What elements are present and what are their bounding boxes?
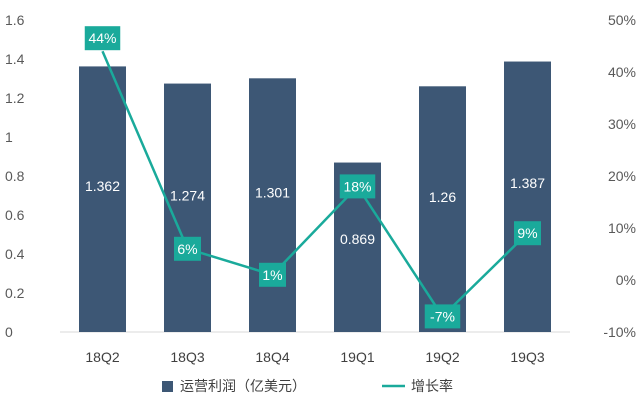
- right-tick-label: 30%: [608, 116, 636, 132]
- line-data-label: 44%: [84, 26, 121, 51]
- line-data-label-text: 1%: [262, 267, 282, 283]
- left-tick-label: 0.8: [5, 168, 25, 184]
- line-data-label: 9%: [514, 221, 541, 246]
- line-data-label: 6%: [174, 236, 201, 261]
- x-tick-label: 18Q2: [85, 349, 119, 365]
- line-data-label-box: [514, 221, 541, 246]
- legend-label-line: 增长率: [411, 378, 453, 395]
- right-tick-label: -10%: [603, 324, 636, 340]
- left-y-axis: 0 0.2 0.4 0.6 0.8 1 1.2 1.4 1.6: [5, 12, 25, 340]
- right-tick-label: 0%: [616, 272, 636, 288]
- left-tick-label: 0: [5, 324, 13, 340]
- bar-data-labels: 1.362 1.274 1.301 0.869 1.26 1.387: [85, 175, 545, 247]
- bar: [79, 66, 126, 332]
- left-tick-label: 0.4: [5, 246, 25, 262]
- x-tick-label: 19Q1: [340, 349, 374, 365]
- bar-data-label: 1.26: [429, 189, 456, 205]
- line-data-label-text: 6%: [177, 241, 197, 257]
- left-tick-label: 1.6: [5, 12, 25, 28]
- bar-data-label: 0.869: [340, 231, 375, 247]
- left-tick-label: 1: [5, 129, 13, 145]
- line-data-label: -7%: [424, 304, 461, 329]
- line-data-labels: 44% 6% 1% 18% -7% 9%: [84, 26, 541, 329]
- right-y-axis: -10% 0% 10% 20% 30% 40% 50%: [603, 12, 636, 340]
- bar-data-label: 1.274: [170, 187, 205, 203]
- bar: [504, 61, 551, 332]
- legend: 运营利润（亿美元） 增长率: [162, 378, 453, 395]
- line-data-label-box: [424, 304, 461, 329]
- left-tick-label: 1.2: [5, 90, 25, 106]
- growth-rate-line: [101, 50, 529, 318]
- bar: [419, 86, 466, 332]
- line-series: [101, 50, 529, 318]
- line-data-label-box: [259, 262, 286, 287]
- line-data-label: 18%: [339, 174, 376, 199]
- bar-data-label: 1.362: [85, 178, 120, 194]
- bar: [249, 78, 296, 333]
- x-tick-label: 18Q4: [255, 349, 289, 365]
- line-data-label-text: -7%: [430, 308, 455, 324]
- bar-series: [79, 61, 551, 333]
- right-tick-label: 10%: [608, 220, 636, 236]
- right-tick-label: 50%: [608, 12, 636, 28]
- legend-swatch-bar: [162, 381, 173, 392]
- line-data-label-text: 18%: [343, 178, 371, 194]
- legend-label-bar: 运营利润（亿美元）: [180, 379, 306, 395]
- bar: [164, 83, 211, 332]
- bar-data-label: 1.301: [255, 184, 290, 200]
- line-data-label-box: [84, 26, 121, 51]
- x-axis: 18Q2 18Q3 18Q4 19Q1 19Q2 19Q3: [60, 331, 570, 365]
- x-tick-label: 19Q2: [425, 349, 459, 365]
- line-data-label-text: 44%: [88, 30, 116, 46]
- line-data-label-box: [174, 236, 201, 261]
- left-tick-label: 0.2: [5, 285, 25, 301]
- left-tick-label: 1.4: [5, 51, 25, 67]
- x-tick-label: 18Q3: [170, 349, 204, 365]
- bar-data-label: 1.387: [510, 175, 545, 191]
- left-tick-label: 0.6: [5, 207, 25, 223]
- x-tick-label: 19Q3: [510, 349, 544, 365]
- right-tick-label: 40%: [608, 64, 636, 80]
- right-tick-label: 20%: [608, 168, 636, 184]
- line-data-label-box: [339, 174, 376, 199]
- line-data-label: 1%: [259, 262, 286, 287]
- line-data-label-text: 9%: [517, 225, 537, 241]
